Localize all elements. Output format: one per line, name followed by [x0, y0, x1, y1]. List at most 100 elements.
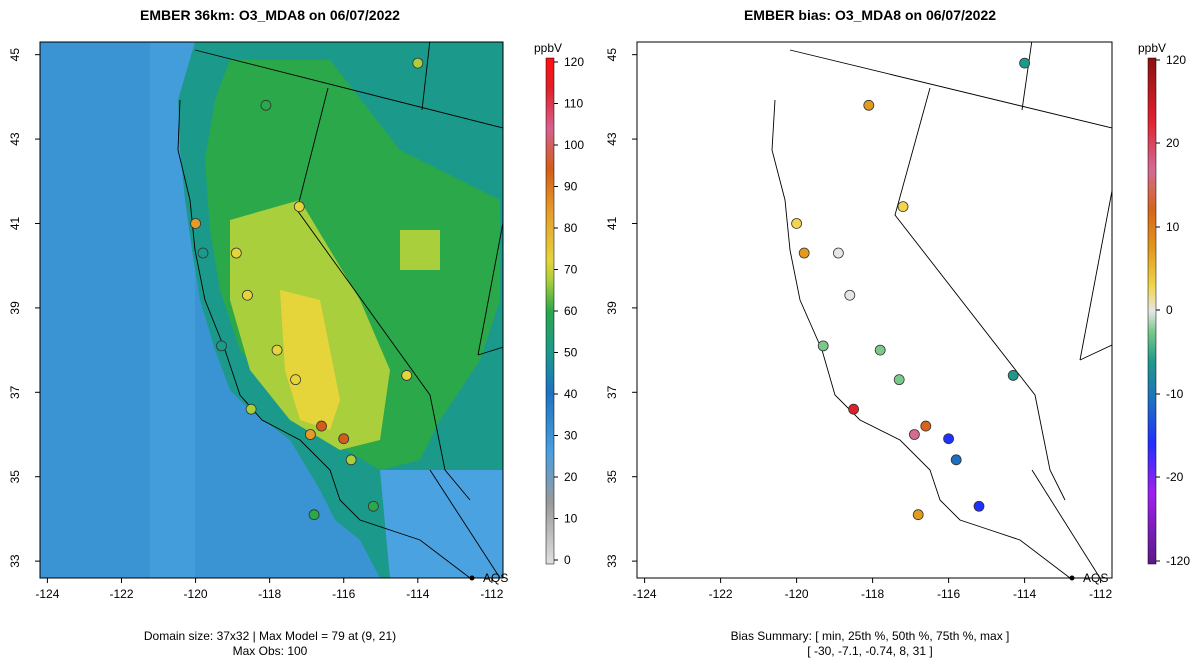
monitor-station-point — [245, 403, 257, 415]
left-colorbar — [545, 57, 555, 565]
az-mx-border-r — [1031, 469, 1101, 578]
left-boundaries — [177, 42, 503, 578]
left-colorbar-label: 50 — [564, 346, 578, 360]
left-y-tick-label: 33 — [8, 554, 22, 568]
nv-ut-border — [477, 220, 503, 356]
monitor-station-point — [367, 500, 379, 512]
right-colorbar-label: 0 — [1166, 303, 1173, 317]
monitor-station-point — [190, 218, 201, 229]
ca-nv-border-r — [894, 87, 1066, 501]
left-y-tick-label: 35 — [8, 470, 22, 484]
left-x-tick-label: -124 — [35, 587, 59, 601]
monitor-station-point — [290, 374, 301, 386]
monitor-station-point — [338, 433, 350, 445]
left-x-tick-label: -122 — [109, 587, 133, 601]
left-colorbar-label: 120 — [564, 55, 584, 69]
right-x-tick-label: -122 — [709, 587, 733, 601]
left-x-tick-label: -112 — [480, 587, 503, 601]
land-cells-yellow — [280, 290, 340, 430]
right-colorbar-label: -20 — [1166, 470, 1184, 484]
left-stations — [190, 57, 424, 521]
left-y-tick-label: 37 — [8, 385, 22, 399]
bias-station-point — [909, 429, 920, 440]
bias-station-point — [950, 454, 962, 466]
right-x-tick-label: -120 — [785, 587, 809, 601]
bias-station-point — [893, 374, 905, 386]
right-legend-unit: ppbV — [1138, 41, 1166, 55]
left-y-tick-label: 43 — [8, 132, 22, 146]
or-ca-border-north — [194, 49, 503, 129]
right-y-tick-label: 37 — [605, 385, 619, 399]
offshore-cells — [40, 42, 150, 578]
right-footer-line1: Bias Summary: [ min, 25th %, 50th %, 75t… — [731, 629, 1010, 643]
nevada-cells-lime — [400, 230, 440, 270]
left-colorbar-label: 100 — [564, 138, 584, 152]
bias-station-point — [897, 201, 909, 212]
left-x-tick-label: -120 — [184, 587, 208, 601]
monitor-station-point — [401, 370, 413, 381]
or-id-border — [421, 42, 431, 111]
aqs-label-left: AQS — [483, 571, 508, 585]
right-map-panel: EMBER bias: O3_MDA8 on 06/07/2022 AQS -1… — [605, 7, 1190, 658]
bias-station-point — [920, 420, 932, 432]
or-ca-border-north-r — [789, 49, 1112, 129]
aqs-label-right: AQS — [1083, 571, 1108, 585]
or-id-border-r — [1021, 42, 1033, 111]
monitor-station-point — [308, 509, 320, 521]
right-boundaries — [771, 42, 1112, 578]
monitor-station-point — [260, 99, 272, 111]
monitor-station-point — [345, 454, 357, 466]
coastline-r — [771, 99, 1071, 578]
bias-station-point — [1007, 370, 1019, 381]
left-colorbar-label: 60 — [564, 304, 578, 318]
monitor-station-point — [197, 247, 209, 259]
monitor-station-point — [412, 57, 424, 69]
left-axis-ticks: -124 -122 -120 -118 -116 -114 -112 45 43 41 39 37 35… — [8, 48, 504, 601]
monitor-station-point — [304, 429, 316, 440]
right-y-tick-label: 43 — [605, 132, 619, 146]
bias-station-point — [833, 247, 844, 259]
monitor-station-point — [242, 289, 253, 301]
right-footer-line2: [ -30, -7.1, -0.74, 8, 31 ] — [807, 644, 932, 658]
left-colorbar-label: 80 — [564, 221, 578, 235]
right-stations — [791, 57, 1030, 521]
right-colorbar — [1147, 57, 1157, 565]
right-x-tick-label: -118 — [861, 587, 884, 601]
left-colorbar-label: 20 — [564, 470, 578, 484]
left-title: EMBER 36km: O3_MDA8 on 06/07/2022 — [140, 7, 400, 23]
bias-station-point — [943, 433, 954, 445]
bias-station-point — [863, 99, 875, 111]
left-colorbar-label: 90 — [564, 180, 578, 194]
right-plot-area — [637, 42, 1112, 578]
left-colorbar-label: 10 — [564, 512, 578, 526]
left-x-tick-label: -116 — [332, 587, 355, 601]
right-y-tick-label: 41 — [605, 216, 619, 230]
bias-station-point — [817, 340, 829, 352]
right-colorbar-ticks: 120 20 10 0 -10 -20 -120 — [1156, 53, 1190, 568]
bias-station-point — [798, 247, 810, 259]
bias-station-point — [848, 403, 859, 415]
left-x-tick-label: -114 — [406, 587, 429, 601]
monitor-station-point — [216, 340, 227, 352]
right-x-tick-label: -114 — [1013, 587, 1036, 601]
nv-ut-border-r — [1079, 188, 1112, 361]
bias-station-point — [912, 509, 924, 521]
southeast-cells — [380, 470, 503, 578]
monitor-station-point — [271, 344, 283, 356]
left-plot-frame — [39, 41, 504, 579]
bias-station-point — [973, 500, 985, 512]
az-border-r — [1079, 344, 1112, 361]
left-ozone-field — [40, 42, 503, 578]
monitor-station-point — [293, 201, 305, 212]
monitor-station-point — [316, 420, 327, 432]
right-y-tick-label: 33 — [605, 554, 619, 568]
right-title: EMBER bias: O3_MDA8 on 06/07/2022 — [744, 7, 996, 23]
right-colorbar-label: 20 — [1166, 136, 1180, 150]
aqs-point-marker-r — [1069, 575, 1075, 581]
ca-nv-border — [296, 87, 471, 501]
bias-station-point — [874, 344, 886, 356]
aqs-point-marker — [469, 575, 475, 581]
left-colorbar-label: 70 — [564, 263, 578, 277]
bias-station-point — [1019, 57, 1030, 69]
